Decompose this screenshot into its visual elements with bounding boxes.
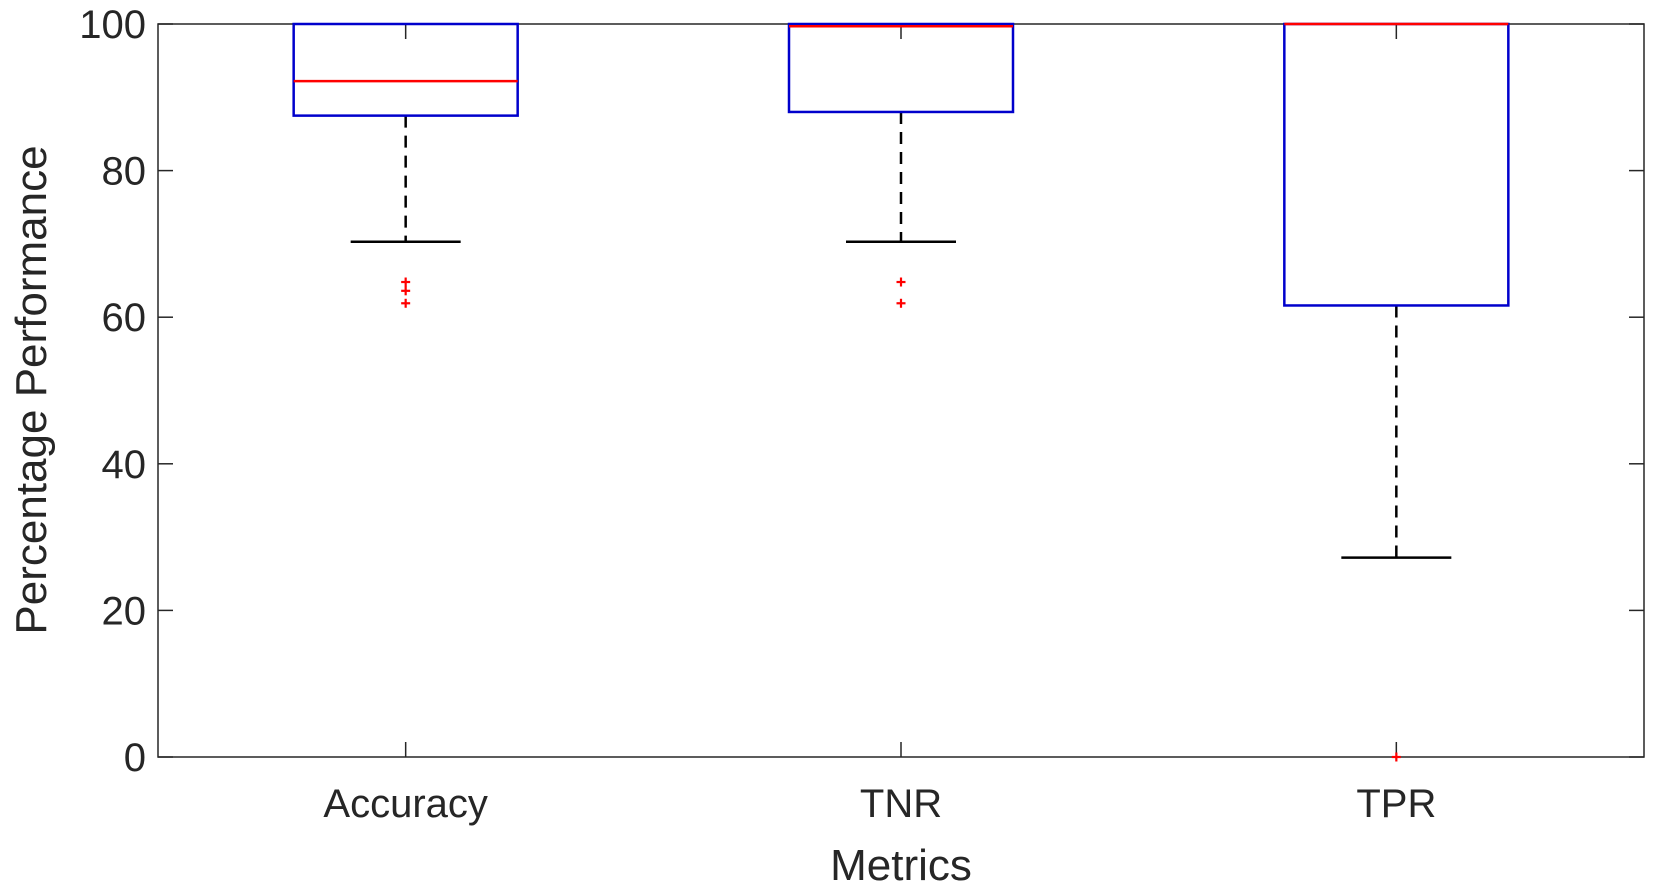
box-group-tnr [787,22,1015,308]
box-group-accuracy [292,22,519,308]
x-tick-label: Accuracy [323,782,488,826]
y-tick-label: 40 [102,443,147,487]
outlier-marker [401,277,411,287]
x-axis-title: Metrics [830,841,972,890]
y-tick-label: 0 [124,736,146,780]
outlier-marker [896,277,906,287]
box [292,22,519,117]
y-tick-label: 100 [79,3,146,47]
y-tick-label: 80 [102,150,147,194]
box-group-tpr [1283,22,1510,762]
y-axis-title: Percentage Performance [7,145,56,634]
y-axis: 0 20 40 60 80 100 [79,3,1644,780]
box [787,22,1015,114]
y-tick-label: 20 [102,589,147,633]
x-tick-label: TPR [1356,782,1436,826]
outlier-marker [1391,752,1401,762]
outlier-marker [401,298,411,308]
x-axis: Accuracy TNR TPR [323,24,1436,826]
y-tick-label: 60 [102,296,147,340]
outlier-marker [401,286,411,296]
outlier-marker [896,298,906,308]
x-tick-label: TNR [860,782,942,826]
boxes-layer [292,22,1510,762]
